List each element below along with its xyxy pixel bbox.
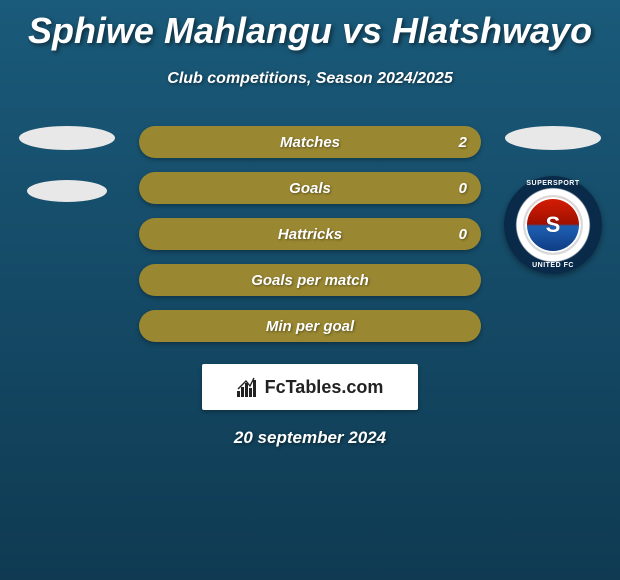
brand-box[interactable]: FcTables.com: [202, 364, 418, 410]
club-badge-bottom-text: UNITED FC: [532, 262, 574, 269]
stat-label: Goals per match: [251, 272, 369, 289]
stats-bars: Matches 2 Goals 0 Hattricks 0 Goals per …: [139, 126, 481, 342]
right-club-badge: SUPERSPORT S UNITED FC: [504, 176, 602, 274]
stat-label: Min per goal: [266, 318, 354, 335]
date-text: 20 september 2024: [0, 428, 620, 448]
stat-bar-goals-per-match: Goals per match: [139, 264, 481, 296]
page-subtitle: Club competitions, Season 2024/2025: [0, 70, 620, 88]
stat-value-right: 0: [459, 226, 467, 243]
stat-bar-goals: Goals 0: [139, 172, 481, 204]
right-player-placeholder: [505, 126, 601, 150]
club-badge-top-text: SUPERSPORT: [526, 180, 579, 187]
stat-label: Goals: [289, 180, 331, 197]
comparison-area: Matches 2 Goals 0 Hattricks 0 Goals per …: [0, 126, 620, 342]
stat-value-right: 0: [459, 180, 467, 197]
stat-label: Hattricks: [278, 226, 342, 243]
right-player-column: SUPERSPORT S UNITED FC: [498, 126, 608, 274]
left-club-placeholder: [27, 180, 107, 202]
page-title: Sphiwe Mahlangu vs Hlatshwayo: [0, 0, 620, 52]
left-player-placeholder: [19, 126, 115, 150]
club-badge-inner: S: [525, 197, 581, 253]
bar-chart-icon: [237, 377, 259, 397]
stat-bar-min-per-goal: Min per goal: [139, 310, 481, 342]
stat-label: Matches: [280, 134, 340, 151]
stat-bar-matches: Matches 2: [139, 126, 481, 158]
stat-bar-hattricks: Hattricks 0: [139, 218, 481, 250]
stat-value-right: 2: [459, 134, 467, 151]
left-player-column: [12, 126, 122, 202]
star-icon: S: [546, 212, 561, 238]
brand-text: FcTables.com: [265, 377, 384, 398]
